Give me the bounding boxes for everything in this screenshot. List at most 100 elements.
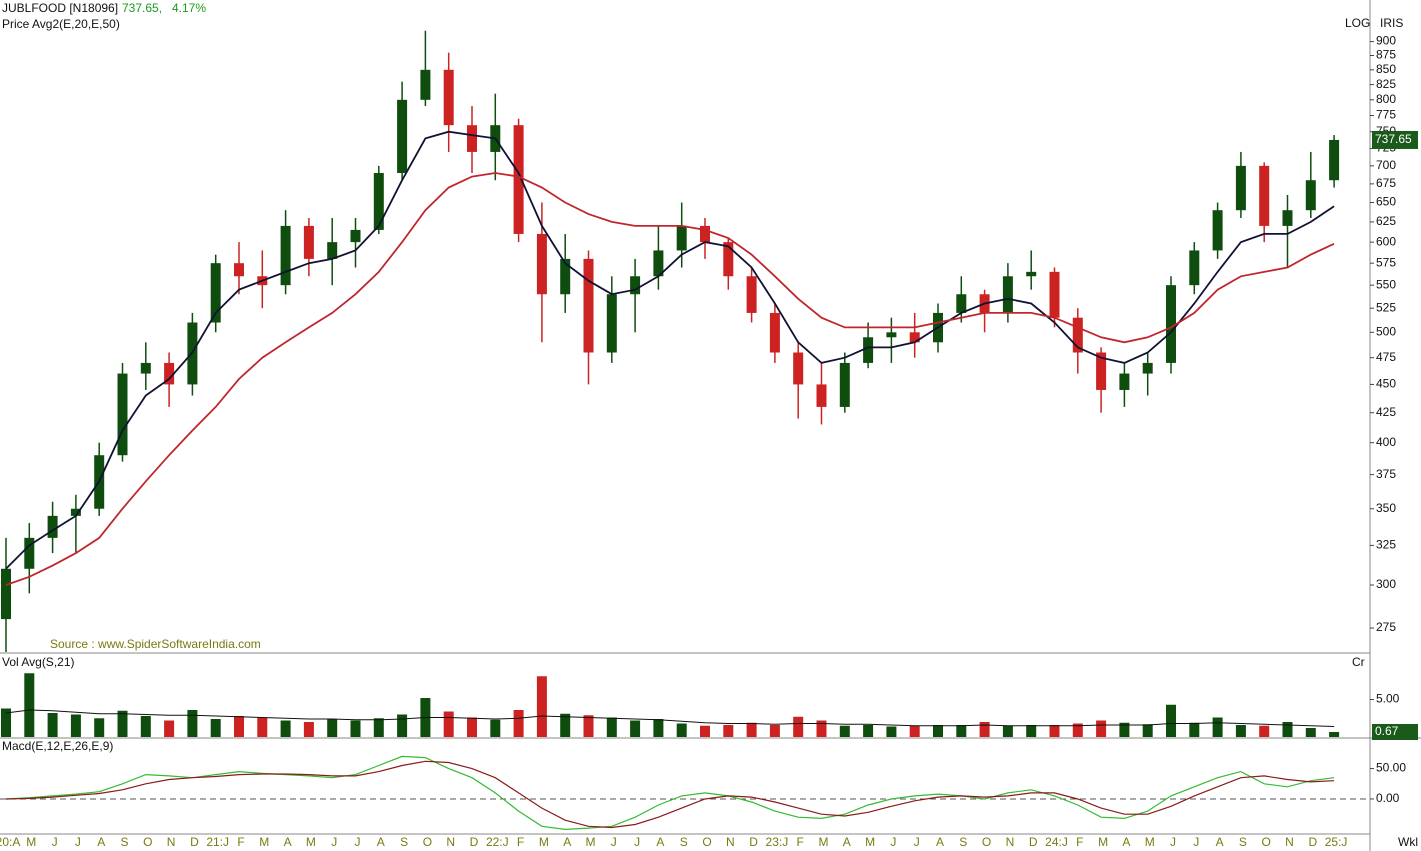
- volume-bar: [187, 710, 198, 737]
- y-tick-label: 275: [1376, 620, 1396, 634]
- last-price: 737.65,: [122, 1, 162, 15]
- x-tick-label: J: [611, 835, 617, 849]
- volume-bar: [606, 717, 617, 737]
- candle-body: [327, 242, 338, 259]
- macd-line: [5, 760, 1335, 829]
- x-tick-label: J: [634, 835, 640, 849]
- candle-body: [1259, 165, 1270, 226]
- volume-bar: [24, 673, 35, 737]
- x-tick-label: J: [331, 835, 337, 849]
- volume-bar: [1096, 720, 1107, 737]
- x-tick-label: M: [1098, 835, 1108, 849]
- x-tick-label: N: [1006, 835, 1015, 849]
- candle-body: [1002, 276, 1013, 313]
- candle-body: [956, 294, 967, 313]
- volume-bar: [1049, 725, 1060, 737]
- y-tick-label: 50.00: [1376, 761, 1406, 775]
- volume-unit: Cr: [1352, 655, 1365, 669]
- candle-body: [653, 250, 664, 277]
- x-tick-label: F: [797, 835, 804, 849]
- x-tick-label: M: [306, 835, 316, 849]
- candle-body: [1096, 352, 1107, 390]
- candle-body: [443, 69, 454, 126]
- candle-body: [140, 362, 151, 374]
- x-tick-label: 24:J: [1045, 835, 1068, 849]
- volume-bar: [1, 708, 11, 737]
- candle-body: [746, 276, 757, 313]
- candle-body: [886, 332, 897, 338]
- volume-bar: [839, 725, 850, 737]
- candle-body: [606, 294, 617, 353]
- last-price-box: [1372, 130, 1418, 149]
- volume-bar: [1142, 724, 1153, 737]
- volume-bar: [327, 719, 338, 737]
- volume-bar: [886, 726, 897, 737]
- x-tick-label: J: [75, 835, 81, 849]
- candle-body: [1, 568, 11, 620]
- candle-body: [280, 225, 291, 286]
- candle-body: [210, 263, 221, 323]
- x-tick-label: F: [1076, 835, 1083, 849]
- volume-average: [5, 709, 1335, 727]
- volume-bar: [863, 725, 874, 737]
- volume-bar: [350, 720, 361, 737]
- volume-bar: [1166, 704, 1176, 737]
- volume-bar: [1026, 725, 1037, 737]
- volume-bar: [769, 725, 780, 737]
- source: Source : www.SpiderSoftwareIndia.com: [50, 637, 261, 651]
- last-volume-box: [1372, 724, 1418, 740]
- x-tick-label: A: [284, 835, 292, 849]
- x-tick-label: A: [1122, 835, 1130, 849]
- x-tick-label: J: [1193, 835, 1199, 849]
- y-tick-label: 375: [1376, 467, 1396, 481]
- candle-body: [1189, 250, 1200, 286]
- candle-body: [164, 362, 175, 385]
- candle-body: [1026, 271, 1037, 277]
- volume-bar: [443, 711, 454, 737]
- x-tick-label: M: [539, 835, 549, 849]
- y-tick-label: 675: [1376, 176, 1396, 190]
- y-tick-label: 800: [1376, 92, 1396, 106]
- volume-bar: [397, 714, 408, 737]
- x-tick-label: A: [843, 835, 851, 849]
- candle-body: [536, 233, 547, 295]
- x-tick-label: M: [1145, 835, 1155, 849]
- y-tick-label: 650: [1376, 195, 1396, 209]
- volume-bar: [653, 719, 664, 737]
- last-volume-label: 0.67: [1375, 724, 1399, 738]
- x-tick-label: S: [400, 835, 408, 849]
- x-tick-label: J: [355, 835, 361, 849]
- volume-bar: [560, 713, 571, 737]
- candle-body: [513, 125, 524, 234]
- x-tick-label: 23:J: [766, 835, 789, 849]
- candle-body: [117, 373, 128, 456]
- candle-body: [909, 332, 920, 343]
- volume-bar: [1212, 717, 1223, 737]
- volume-bar: [536, 676, 547, 737]
- x-tick-label: D: [470, 835, 479, 849]
- macd-line: [5, 755, 1335, 831]
- x-tick-label: S: [1239, 835, 1247, 849]
- candle-body: [1049, 271, 1060, 318]
- volume-bar: [257, 717, 268, 737]
- log-label: LOG: [1345, 16, 1370, 30]
- y-tick-label: 300: [1376, 577, 1396, 591]
- x-tick-label: M: [865, 835, 875, 849]
- x-tick-label: F: [517, 835, 524, 849]
- volume-bar: [630, 720, 641, 737]
- volume-bar: [467, 717, 477, 737]
- last-price-label: 737.65: [1375, 132, 1412, 146]
- candle-body: [47, 515, 58, 538]
- candle-body: [769, 312, 780, 353]
- y-tick-label: 400: [1376, 435, 1396, 449]
- candle-body: [1212, 210, 1223, 251]
- candle-body: [630, 276, 641, 295]
- x-tick-label: J: [1170, 835, 1176, 849]
- y-tick-label: 550: [1376, 277, 1396, 291]
- x-tick-label: M: [586, 835, 596, 849]
- y-tick-label: 350: [1376, 501, 1396, 515]
- x-tick-label: S: [120, 835, 128, 849]
- y-tick-label: 5.00: [1376, 692, 1400, 706]
- x-tick-label: O: [1262, 835, 1271, 849]
